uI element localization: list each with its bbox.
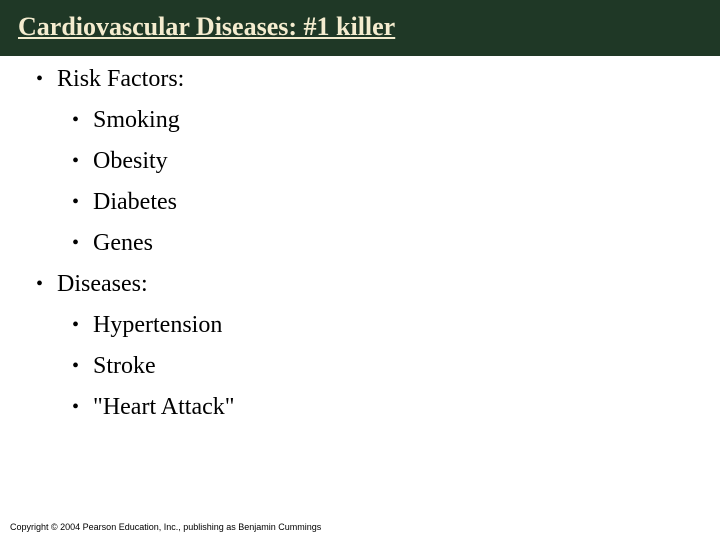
slide-content: • Risk Factors: • Smoking • Obesity • Di… <box>0 56 720 421</box>
bullet-icon: • <box>36 274 43 294</box>
list-item-text: Smoking <box>93 107 180 134</box>
bullet-icon: • <box>72 151 79 171</box>
list-item-text: Obesity <box>93 148 168 175</box>
bullet-icon: • <box>36 69 43 89</box>
bullet-icon: • <box>72 397 79 417</box>
list-item: • Obesity <box>72 148 720 175</box>
slide-title: Cardiovascular Diseases: #1 killer <box>18 12 702 42</box>
title-bar: Cardiovascular Diseases: #1 killer <box>0 0 720 56</box>
section-heading: • Diseases: <box>36 271 720 298</box>
list-item: • Hypertension <box>72 312 720 339</box>
list-item-text: "Heart Attack" <box>93 394 235 421</box>
list-item-text: Stroke <box>93 353 156 380</box>
copyright-text: Copyright © 2004 Pearson Education, Inc.… <box>10 522 321 532</box>
bullet-icon: • <box>72 356 79 376</box>
list-item-text: Hypertension <box>93 312 222 339</box>
bullet-icon: • <box>72 315 79 335</box>
bullet-icon: • <box>72 233 79 253</box>
list-item-text: Genes <box>93 230 153 257</box>
bullet-icon: • <box>72 110 79 130</box>
list-item: • Genes <box>72 230 720 257</box>
list-item: • Smoking <box>72 107 720 134</box>
section-label: Diseases: <box>57 271 148 298</box>
list-item-text: Diabetes <box>93 189 177 216</box>
section-heading: • Risk Factors: <box>36 66 720 93</box>
list-item: • Stroke <box>72 353 720 380</box>
section-label: Risk Factors: <box>57 66 184 93</box>
list-item: • "Heart Attack" <box>72 394 720 421</box>
list-item: • Diabetes <box>72 189 720 216</box>
bullet-icon: • <box>72 192 79 212</box>
